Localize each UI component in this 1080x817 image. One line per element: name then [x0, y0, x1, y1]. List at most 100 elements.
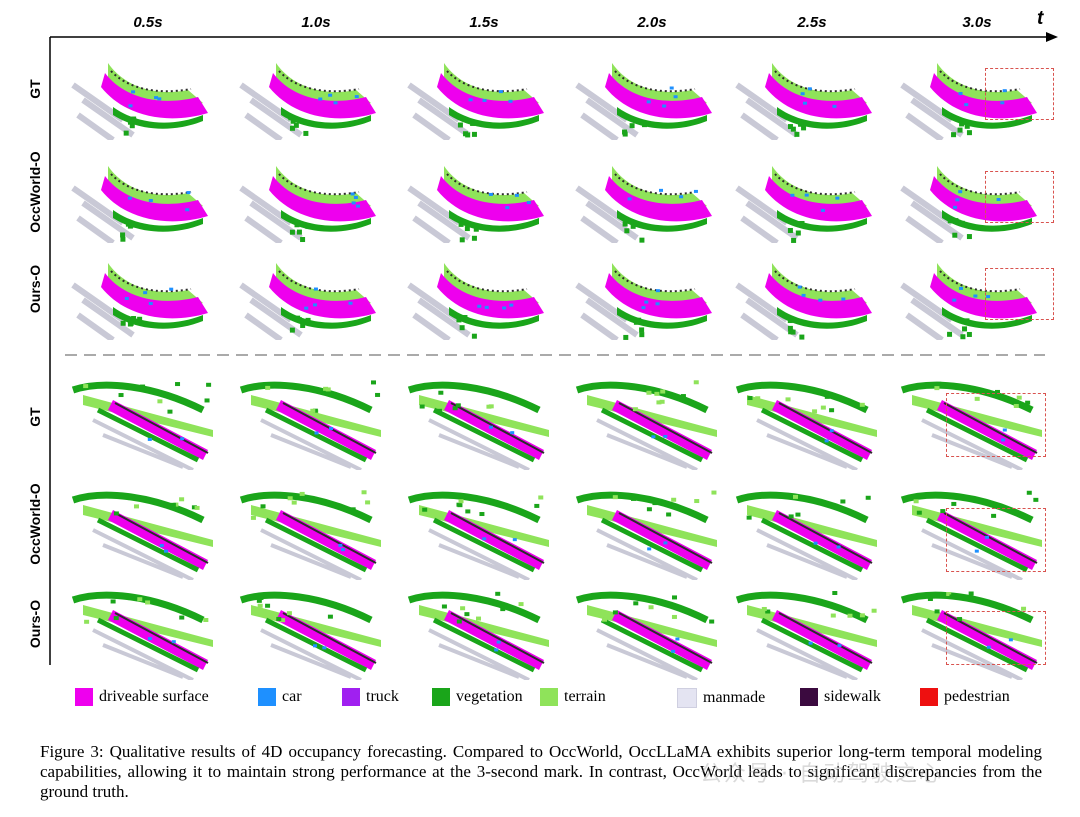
legend-label: driveable surface [99, 688, 209, 705]
car-voxel [147, 637, 152, 641]
vegetation-strip [760, 517, 864, 573]
vegetation-voxel [495, 591, 501, 596]
occupancy-tile [407, 491, 549, 580]
driveable-surface [444, 610, 544, 670]
vegetation-voxel [966, 130, 972, 136]
sidewalk-line [450, 612, 545, 664]
car-voxel [124, 296, 129, 300]
vegetation-area [113, 210, 203, 232]
vegetation-voxel [761, 606, 767, 611]
car-voxel [147, 437, 152, 441]
vegetation-voxel [131, 316, 137, 322]
vegetation-voxel [964, 123, 970, 129]
vegetation-voxel [288, 115, 294, 121]
vegetation-voxel [751, 510, 757, 515]
vegetation-voxel [953, 218, 959, 224]
vegetation-voxel [672, 595, 678, 600]
car-voxel [841, 297, 846, 301]
driveable-surface [930, 176, 1037, 222]
vegetation-voxel [204, 398, 210, 403]
driveable-surface [437, 273, 544, 319]
vegetation-voxel [946, 592, 952, 597]
occupancy-tile [575, 591, 717, 680]
vegetation-voxel [113, 616, 119, 621]
driveable-surface [605, 273, 712, 319]
vegetation-voxel [538, 495, 544, 500]
vegetation-area [942, 107, 1032, 129]
driveable-surface [108, 610, 208, 670]
vegetation-voxel [974, 396, 980, 401]
sidewalk-line [778, 612, 873, 664]
car-voxel [693, 189, 698, 193]
occupancy-tile [575, 380, 717, 470]
driveable-surface [605, 176, 712, 222]
sidewalk-line [778, 512, 873, 564]
legend-swatch [677, 688, 697, 708]
vegetation-voxel [134, 504, 140, 509]
vegetation-voxel [312, 408, 318, 413]
car-voxel [1002, 428, 1007, 432]
driveable-surface [772, 400, 872, 460]
manmade-voxels [428, 418, 530, 470]
vegetation-voxel [633, 117, 639, 123]
manmade-voxels [596, 628, 698, 680]
legend: driveable surface car truck vegetation terra… [0, 688, 1080, 718]
highlight-box [946, 508, 1046, 572]
car-voxel [488, 192, 493, 196]
car-voxel [984, 535, 989, 539]
vegetation-area [281, 210, 371, 232]
vegetation-voxel [459, 325, 465, 331]
time-label: 1.0s [301, 14, 331, 31]
vegetation-strip [96, 517, 200, 573]
vegetation-voxel [622, 129, 628, 135]
sidewalk-line [114, 612, 209, 664]
vegetation-voxel [456, 317, 462, 323]
car-voxel [341, 548, 346, 552]
manmade-voxels [756, 628, 858, 680]
legend-swatch [800, 688, 818, 706]
vegetation-voxel [419, 404, 425, 409]
tree-line [939, 173, 1021, 196]
vegetation-voxel [765, 609, 771, 614]
vegetation-strip [432, 617, 536, 673]
car-voxel [675, 637, 680, 641]
manmade-voxels [596, 528, 698, 580]
car-voxel [679, 195, 684, 199]
car-voxel [974, 549, 979, 553]
car-voxel [973, 294, 978, 298]
vegetation-voxel [832, 590, 838, 595]
figure-caption: Figure 3: Qualitative results of 4D occu… [40, 742, 1042, 801]
car-voxel [512, 538, 517, 542]
car-voxel [663, 434, 668, 438]
driveable-surface [108, 510, 208, 570]
vegetation-voxel [949, 594, 955, 599]
vegetation-voxel [464, 226, 470, 232]
driveable-surface [101, 176, 208, 222]
vegetation-voxel [602, 617, 608, 622]
car-voxel [484, 305, 489, 309]
occupancy-tile [735, 166, 872, 243]
vegetation-voxel [365, 500, 371, 505]
manmade-voxels [92, 628, 194, 680]
vegetation-voxel [471, 235, 477, 241]
vegetation-voxel [1021, 606, 1027, 611]
tree-line [446, 70, 528, 93]
vegetation-voxel [502, 394, 508, 399]
vegetation-voxel [859, 613, 865, 618]
vegetation-voxel [951, 501, 957, 506]
car-voxel [502, 306, 507, 310]
vegetation-strip [264, 407, 368, 463]
occupancy-tile [575, 166, 712, 243]
car-voxel [351, 201, 356, 205]
vegetation-voxel [795, 512, 801, 517]
vegetation-strip [432, 407, 536, 463]
highlight-box [985, 268, 1054, 320]
tree-line [614, 270, 696, 293]
vegetation-voxel [785, 397, 791, 402]
sidewalk-line [618, 402, 713, 454]
car-voxel [180, 437, 185, 441]
vegetation-area [900, 591, 1034, 624]
vegetation-voxel [459, 237, 465, 243]
legend-label: sidewalk [824, 688, 881, 705]
occupancy-tile [407, 381, 549, 470]
